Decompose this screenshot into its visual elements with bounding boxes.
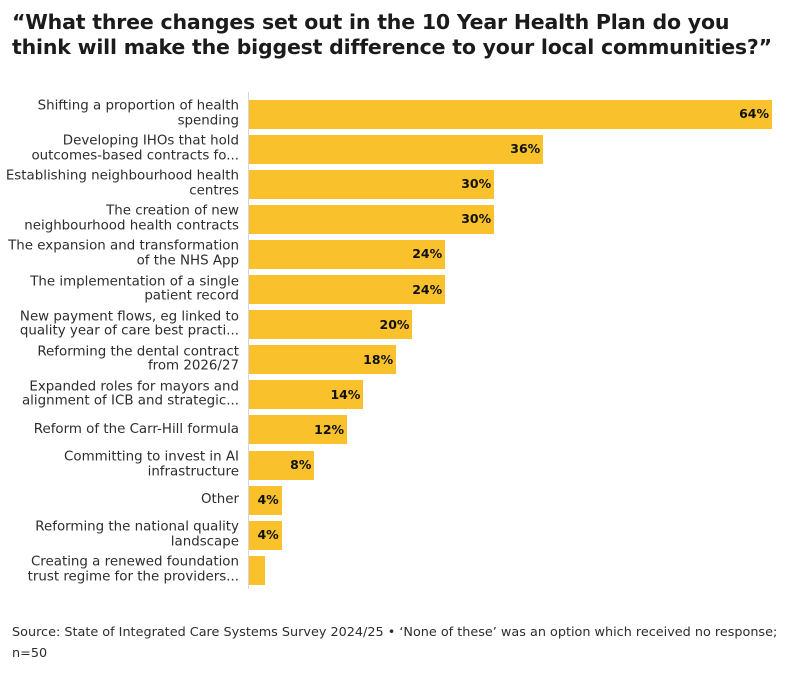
category-label: The expansion and transformation of the … [8, 238, 239, 269]
bar [249, 204, 495, 234]
bar [249, 555, 266, 585]
bar [249, 169, 495, 199]
bar [249, 415, 348, 445]
bar [249, 275, 446, 304]
value-label: 30% [461, 211, 492, 227]
value-label: 8% [290, 457, 312, 472]
bar [249, 520, 282, 550]
value-label: 36% [510, 141, 541, 157]
category-label: Expanded roles for mayors and alignment … [21, 379, 239, 409]
value-label: 14% [330, 386, 361, 402]
category-label: The implementation of a single patient r… [30, 274, 239, 304]
value-label: 4% [257, 527, 279, 543]
value-label: 20% [379, 316, 410, 332]
value-label: 12% [314, 421, 345, 437]
category-label: Other [200, 491, 239, 507]
category-label: Reforming the national quality landscape [35, 519, 239, 550]
bar [249, 345, 397, 375]
category-axis-line [248, 92, 249, 589]
bar [249, 239, 446, 269]
category-label: Establishing neighbourhood health centre… [5, 168, 239, 199]
value-label: 24% [412, 246, 443, 262]
bar [249, 485, 282, 515]
value-label: 4% [257, 492, 279, 508]
category-label: Shifting a proportion of health spending [37, 98, 239, 128]
value-label: 18% [363, 351, 394, 367]
category-label: Developing IHOs that hold outcomes-based… [31, 133, 239, 164]
bar [249, 380, 364, 410]
value-label: 24% [412, 281, 443, 297]
bar [249, 310, 413, 340]
bar [249, 99, 772, 129]
bar [249, 134, 544, 164]
category-label: The creation of new neighbourhood health… [24, 203, 239, 234]
chart-title: “What three changes set out in the 10 Ye… [12, 10, 772, 59]
category-label: Reform of the Carr-Hill formula [33, 421, 239, 437]
category-label: New payment flows, eg linked to quality … [19, 309, 239, 339]
source-note: Source: State of Integrated Care Systems… [12, 625, 778, 661]
category-label: Committing to invest in AI infrastructur… [64, 449, 239, 479]
value-label: 30% [461, 176, 492, 192]
category-label: Creating a renewed foundation trust regi… [27, 554, 239, 585]
bar [249, 450, 315, 480]
value-label: 64% [739, 106, 769, 121]
category-label: Reforming the dental contract from 2026/… [37, 344, 239, 374]
